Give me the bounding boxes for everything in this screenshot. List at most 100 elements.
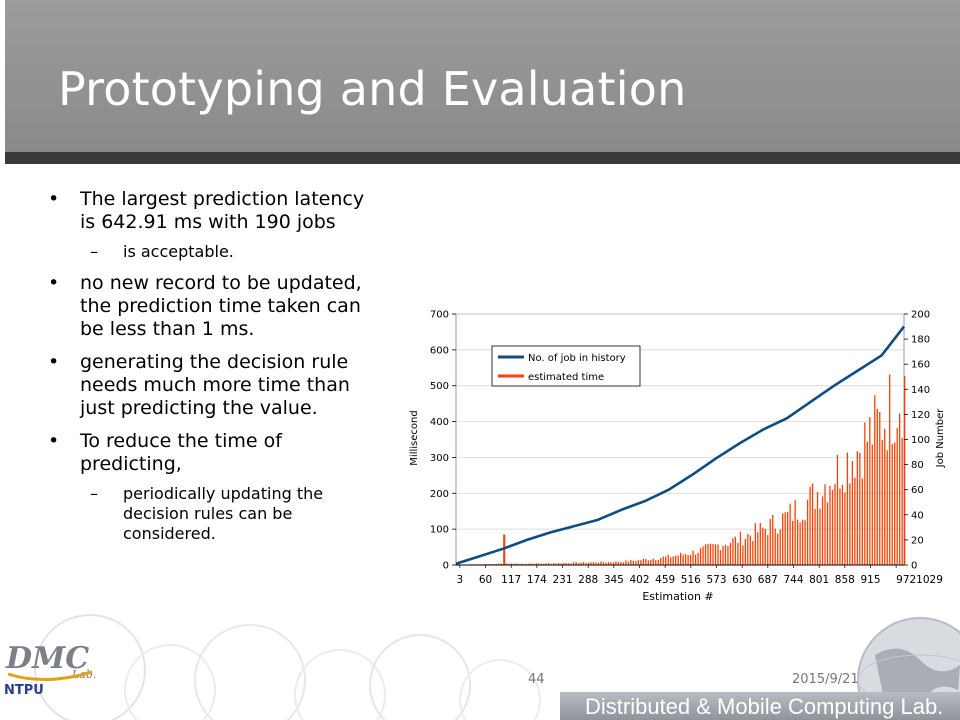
bar [655,559,657,565]
sub-bullet-item: – is acceptable. [48,242,383,262]
x-tick-label: 459 [655,574,675,586]
bar [719,550,722,565]
y-right-tick-label: 180 [911,335,930,346]
bar [836,454,839,565]
bar [684,554,687,565]
bar [806,499,809,565]
bar [565,562,567,565]
bar [749,535,751,565]
bar [774,528,776,565]
bar [675,555,677,565]
bar [637,559,639,565]
bar [538,563,540,565]
bar [876,408,878,565]
bullet-item: • generating the decision rule needs much… [48,351,383,420]
bullet-item: • To reduce the time of predicting, [48,430,383,476]
y-right-tick-label: 200 [911,310,930,321]
bar [757,532,759,565]
bar [834,484,836,565]
bar [809,486,811,565]
bar [724,544,727,565]
bar [510,563,513,565]
bar [714,544,717,565]
bar [543,563,545,565]
x-tick-label: 345 [604,574,624,586]
bar [615,561,617,565]
logo-org-text: NTPU [4,683,44,698]
bar [816,491,819,565]
bar [697,552,699,565]
bar [597,562,600,565]
bar [702,546,704,565]
bar [570,563,572,565]
bar [889,374,891,565]
bar [727,546,729,565]
bar [592,562,595,565]
x-axis-label: Estimation # [642,590,713,603]
bar [645,558,647,565]
bar [804,520,806,565]
bar [595,562,597,565]
bar [851,461,854,565]
bar [530,563,532,565]
bar [901,437,903,565]
bar [670,557,672,565]
bar [866,441,868,565]
y-right-tick-label: 20 [911,535,924,546]
x-tick-label: 915 [860,574,880,586]
slide-number: 44 [528,672,545,687]
bar [600,561,602,565]
bar [528,563,530,565]
bar [884,428,886,565]
bar [747,534,749,565]
chart: 0 100 200 300 400 500 600 700 0 20 40 60 80 100 120 140… [400,298,955,608]
bar [662,556,664,565]
bar [869,417,871,565]
bar [811,483,814,565]
bar [572,562,575,565]
logo-text: DMC [5,641,89,676]
y-right-tick-label: 40 [911,510,924,521]
bar [752,540,754,565]
bar [739,531,742,565]
series-line [455,325,906,565]
bar [769,518,771,565]
bar [839,488,841,565]
y-left-tick-label: 700 [430,310,449,321]
y-right-tick-label: 0 [911,561,917,572]
bar [493,563,495,565]
legend-label: No. of job in history [528,353,626,364]
dmc-logo: DMC Lab. NTPU [4,641,96,698]
bubble-shape [194,624,306,720]
bar [498,563,500,565]
bullet-dot-icon: • [48,272,60,294]
bar [682,554,684,565]
x-tick-label: 288 [578,574,598,586]
axis-layer: 0 100 200 300 400 500 600 700 0 20 40 60 80 100 120 140… [430,310,943,587]
bar [535,563,537,565]
bar [904,375,906,565]
bar [515,563,518,565]
bar [590,562,592,565]
bar [814,508,816,565]
bar [505,563,508,565]
bar [665,556,667,565]
y-right-tick-label: 80 [911,460,924,471]
bar [612,562,615,565]
slide-title: Prototyping and Evaluation [58,62,687,116]
bar [620,561,622,565]
bar [722,545,724,565]
x-tick-label: 402 [629,574,649,586]
x-tick-label: 858 [835,574,855,586]
y-axis-right-label: Job Number [935,408,946,469]
y-left-tick-label: 600 [430,345,449,356]
x-tick-label: 630 [732,574,752,586]
x-tick-label: 801 [809,574,829,586]
bar [650,559,652,565]
bar [742,545,744,565]
title-bar [5,0,960,152]
bar [622,562,625,565]
title-underline [5,152,960,164]
legend-box [491,345,641,387]
bar [782,513,784,565]
